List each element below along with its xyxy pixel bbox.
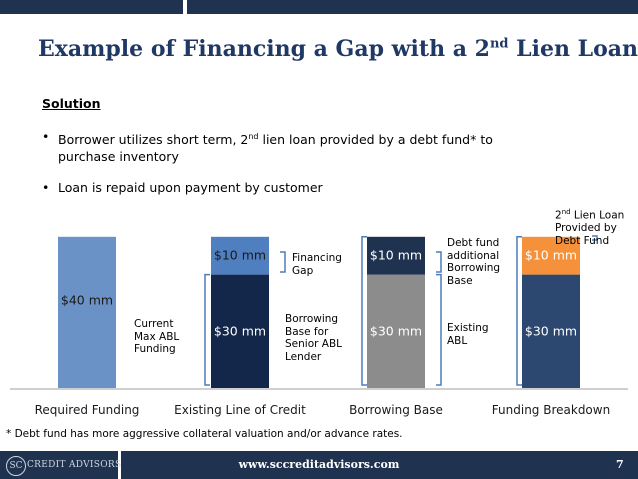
annotation-debt-fund-additional: Debt fund additional Borrowing Base xyxy=(447,237,501,287)
logo-text: CREDIT ADVISORS xyxy=(27,460,122,470)
bullet-dot: • xyxy=(42,129,50,144)
bullet-dot: • xyxy=(42,180,50,195)
bar-segment-gap xyxy=(522,236,580,275)
bar-value-label: $30 mm xyxy=(525,323,577,338)
category-label: Existing Line of Credit xyxy=(174,403,306,417)
bracket-left xyxy=(361,236,367,386)
bracket-left xyxy=(516,236,522,386)
solution-heading: Solution xyxy=(42,96,101,111)
category-label: Funding Breakdown xyxy=(492,403,610,417)
bracket-right xyxy=(280,251,286,273)
top-bar-right xyxy=(187,0,638,14)
annotation-borrowing-base-senior: Borrowing Base for Senior ABL Lender xyxy=(285,313,343,363)
bracket-right xyxy=(592,235,598,241)
annotation-current-max-abl: Current Max ABL Funding xyxy=(134,318,180,355)
bar-segment-base xyxy=(522,274,580,388)
footnote: * Debt fund has more aggressive collater… xyxy=(6,428,403,440)
bar-value-label: $10 mm xyxy=(370,248,422,263)
funding-chart: $40 mm Required Funding $30 mm $10 mm Existi… xyxy=(10,235,628,417)
bullet-item: • Borrower utilizes short term, 2nd lien… xyxy=(42,128,493,165)
bar-value-label: $30 mm xyxy=(370,323,422,338)
footer-url[interactable]: www.sccreditadvisors.com xyxy=(238,458,400,471)
bar-segment-gap xyxy=(211,236,269,275)
bar-segment-base xyxy=(211,274,269,388)
bracket-right xyxy=(436,251,442,273)
category-label: Borrowing Base xyxy=(349,403,443,417)
bar-value-label: $10 mm xyxy=(525,248,577,263)
bracket-left xyxy=(204,273,210,386)
bullet-text: Loan is repaid upon payment by customer xyxy=(58,180,323,195)
bullet-text: Borrower utilizes short term, 2nd lien l… xyxy=(58,132,493,165)
category-label: Required Funding xyxy=(35,403,140,417)
slide-title: Example of Financing a Gap with a 2nd Li… xyxy=(38,36,638,62)
bar-value-label: $10 mm xyxy=(214,248,266,263)
annotation-second-lien-loan: 2nd Lien Loan Provided by Debt Fund xyxy=(555,208,625,247)
title-superscript: nd xyxy=(489,36,509,52)
bracket-right xyxy=(436,273,442,386)
page-number: 7 xyxy=(616,458,624,471)
bar-segment-base xyxy=(367,274,425,388)
bar-value-label: $30 mm xyxy=(214,323,266,338)
annotation-existing-abl: Existing ABL xyxy=(447,322,489,347)
bar-segment-gap xyxy=(367,236,425,275)
annotation-financing-gap: Financing Gap xyxy=(292,252,342,277)
footer-logo: SC CREDIT ADVISORS xyxy=(0,451,121,479)
bullet-item: • Loan is repaid upon payment by custome… xyxy=(42,179,323,196)
bar-segment-base xyxy=(58,236,116,388)
logo-mark: SC xyxy=(6,456,26,476)
bar-value-label: $40 mm xyxy=(61,292,113,307)
title-text: Example of Financing a Gap with a 2 xyxy=(38,36,490,62)
top-bar-left xyxy=(0,0,183,14)
title-text-end: Lien Loan xyxy=(508,36,638,62)
